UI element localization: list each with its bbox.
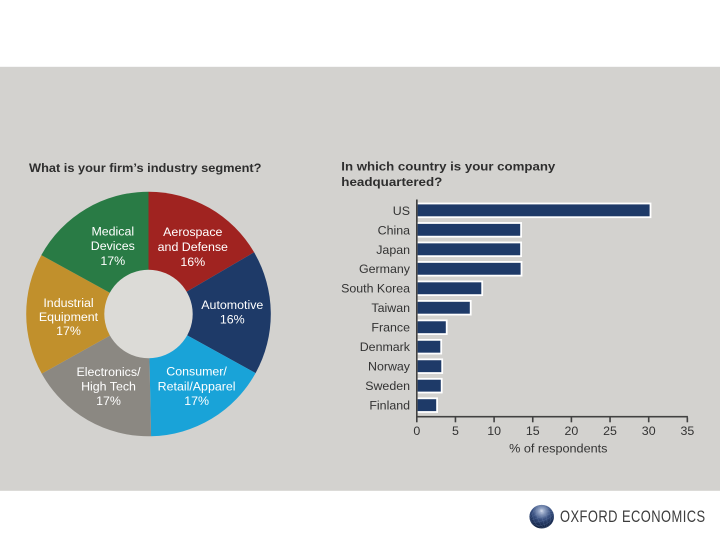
svg-text:25: 25	[603, 424, 617, 438]
svg-text:What is your firm’s industry s: What is your firm’s industry segment?	[29, 161, 262, 175]
svg-text:Germany: Germany	[359, 262, 411, 276]
svg-text:Automotive: Automotive	[201, 298, 263, 312]
svg-text:10: 10	[487, 424, 501, 438]
svg-text:France: France	[371, 321, 410, 335]
svg-text:South Korea: South Korea	[341, 282, 410, 296]
svg-text:Denmark: Denmark	[360, 340, 411, 354]
svg-text:17%: 17%	[56, 324, 81, 338]
svg-text:Industrial: Industrial	[43, 296, 93, 310]
svg-text:0: 0	[413, 424, 420, 438]
svg-text:Medical: Medical	[91, 224, 134, 238]
svg-text:16%: 16%	[180, 255, 205, 269]
svg-text:Consumer/: Consumer/	[166, 365, 227, 379]
svg-text:35: 35	[680, 424, 694, 438]
svg-text:5: 5	[452, 424, 459, 438]
svg-text:Finland: Finland	[369, 399, 410, 413]
svg-text:Taiwan: Taiwan	[371, 301, 410, 315]
svg-text:Electronics/: Electronics/	[76, 365, 141, 379]
svg-text:16%: 16%	[220, 312, 245, 326]
svg-text:Equipment: Equipment	[39, 310, 99, 324]
svg-text:and Defense: and Defense	[158, 240, 228, 254]
svg-text:China: China	[378, 223, 410, 237]
svg-text:US: US	[393, 204, 410, 218]
svg-text:Sweden: Sweden	[365, 379, 410, 393]
svg-text:Retail/Apparel: Retail/Apparel	[158, 379, 236, 393]
svg-text:OXFORD ECONOMICS: OXFORD ECONOMICS	[560, 507, 706, 526]
svg-text:15: 15	[526, 424, 540, 438]
svg-text:In which country is your compa: In which country is your company	[341, 159, 555, 173]
svg-text:Aerospace: Aerospace	[163, 225, 222, 239]
svg-text:High Tech: High Tech	[81, 380, 136, 394]
svg-text:30: 30	[642, 424, 656, 438]
svg-text:% of respondents: % of respondents	[509, 442, 607, 456]
svg-text:17%: 17%	[96, 394, 121, 408]
svg-text:20: 20	[565, 424, 579, 438]
svg-text:17%: 17%	[100, 254, 125, 268]
svg-text:Devices: Devices	[91, 239, 135, 253]
svg-text:Norway: Norway	[368, 360, 411, 374]
svg-text:headquartered?: headquartered?	[341, 175, 442, 189]
svg-text:17%: 17%	[184, 394, 209, 408]
svg-text:Japan: Japan	[376, 243, 410, 257]
